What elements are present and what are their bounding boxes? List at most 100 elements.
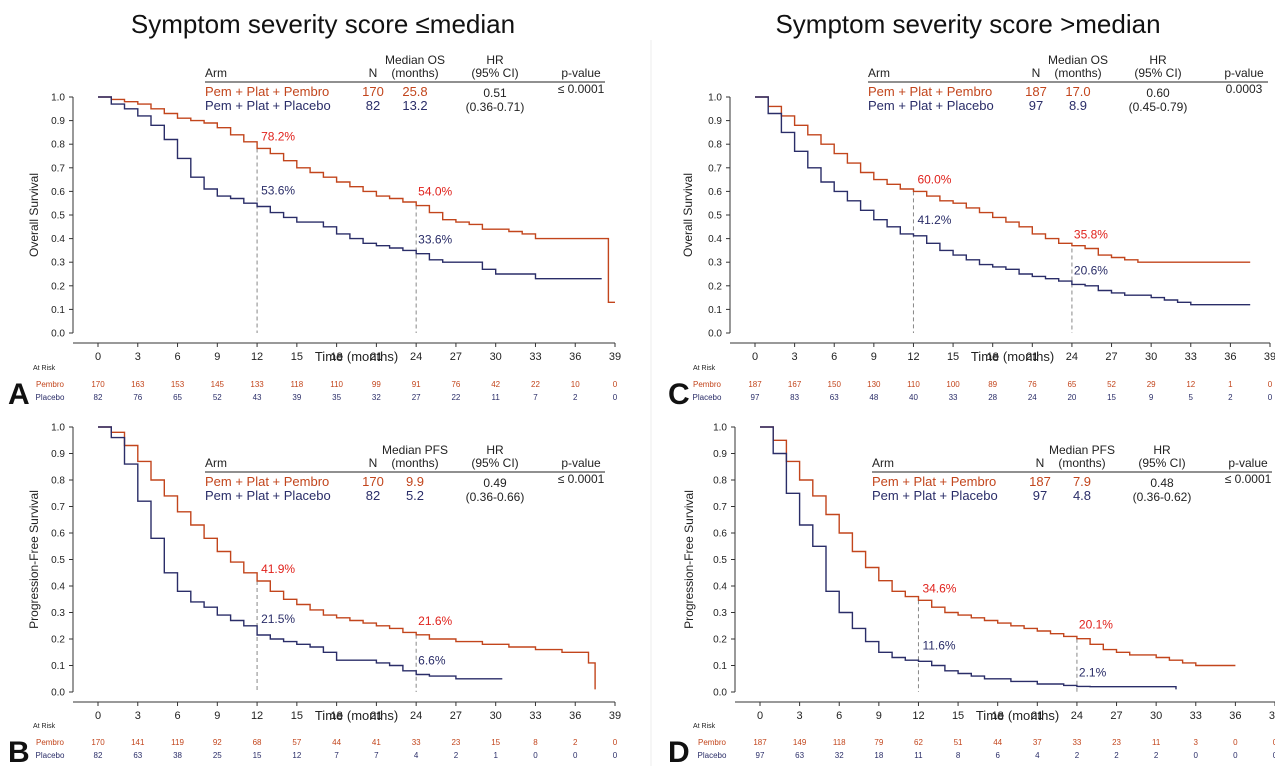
y-tick-label: 0.3 — [708, 258, 722, 269]
y-axis-title: Overall Survival — [681, 173, 695, 257]
at-risk-placebo-value: 32 — [372, 393, 381, 402]
at-risk-pembro-value: 118 — [833, 738, 846, 747]
table-row-arm: Pem + Plat + Pembro — [868, 84, 992, 99]
series-pembro-line — [755, 96, 1251, 263]
series-pembro-line — [98, 96, 615, 303]
y-tick-label: 0.1 — [713, 661, 727, 672]
at-risk-placebo-value: 2 — [454, 751, 459, 760]
x-tick-label: 24 — [410, 710, 422, 722]
table-header-ci: (95% CI) — [1134, 66, 1181, 80]
table-ci-value: (0.36-0.71) — [466, 100, 525, 114]
at-risk-placebo-value: 32 — [835, 751, 844, 760]
at-risk-placebo-value: 1 — [493, 751, 498, 760]
x-tick-label: 9 — [876, 710, 882, 722]
at-risk-pembro-value: 79 — [874, 738, 883, 747]
at-risk-placebo-value: 48 — [869, 393, 878, 402]
table-hr-value: 0.48 — [1150, 476, 1174, 490]
header-right: Symptom severity score >median — [775, 9, 1160, 39]
at-risk-placebo-value: 83 — [790, 393, 799, 402]
x-tick-label: 15 — [947, 351, 959, 363]
table-header-median-unit: (months) — [1054, 66, 1101, 80]
at-risk-pembro-value: 187 — [753, 738, 767, 747]
table-header-ci: (95% CI) — [471, 66, 518, 80]
table-header-pvalue: p-value — [1228, 456, 1268, 470]
at-risk-placebo-value: 2 — [573, 393, 578, 402]
at-risk-pembro-value: 91 — [412, 380, 421, 389]
at-risk-placebo-value: 0 — [1233, 751, 1238, 760]
table-header-arm: Arm — [205, 66, 227, 80]
at-risk-pembro-value: 12 — [1186, 380, 1195, 389]
at-risk-pembro-value: 167 — [788, 380, 802, 389]
at-risk-placebo-value: 12 — [292, 751, 301, 760]
table-ci-value: (0.45-0.79) — [1129, 100, 1188, 114]
panel-c: 0.00.10.20.30.40.50.60.70.80.91.00 3 6 9 12 1… — [668, 53, 1275, 411]
at-risk-placebo-label: Placebo — [693, 393, 722, 402]
at-risk-pembro-value: 10 — [571, 380, 580, 389]
table-row-arm: Pem + Plat + Pembro — [205, 474, 329, 489]
x-tick-label: 21 — [370, 351, 382, 363]
table-row-arm: Pem + Plat + Placebo — [205, 488, 331, 503]
at-risk-pembro-value: 110 — [907, 380, 920, 389]
at-risk-placebo-value: 25 — [213, 751, 222, 760]
table-row-n: 187 — [1025, 84, 1047, 99]
label-pembro-24m: 35.8% — [1074, 228, 1108, 242]
table-row-n: 170 — [362, 84, 384, 99]
x-tick-label: 27 — [450, 710, 462, 722]
x-tick-label: 30 — [1145, 351, 1157, 363]
x-tick-label: 3 — [135, 351, 141, 363]
at-risk-placebo-value: 38 — [173, 751, 182, 760]
x-tick-label: 39 — [1264, 351, 1275, 363]
table-header-n: N — [369, 456, 378, 470]
x-tick-label: 0 — [757, 710, 763, 722]
y-tick-label: 0.7 — [51, 163, 65, 174]
table-header-arm: Arm — [868, 66, 890, 80]
y-tick-label: 0.8 — [51, 140, 65, 151]
x-tick-label: 39 — [609, 710, 621, 722]
at-risk-placebo-value: 9 — [1149, 393, 1154, 402]
at-risk-placebo-value: 11 — [492, 393, 501, 402]
at-risk-title: At Risk — [33, 365, 56, 372]
x-tick-label: 33 — [1190, 710, 1202, 722]
panel-letter: A — [8, 378, 30, 411]
table-header-arm: Arm — [205, 456, 227, 470]
x-tick-label: 21 — [1031, 710, 1043, 722]
x-tick-label: 15 — [952, 710, 964, 722]
at-risk-pembro-value: 0 — [1268, 380, 1273, 389]
at-risk-pembro-value: 110 — [330, 380, 343, 389]
y-tick-label: 0.4 — [51, 582, 65, 593]
label-placebo-12m: 21.5% — [261, 612, 295, 626]
at-risk-pembro-value: 15 — [491, 738, 500, 747]
y-tick-label: 0.9 — [51, 449, 65, 460]
x-tick-label: 12 — [907, 351, 919, 363]
at-risk-placebo-value: 5 — [1189, 393, 1194, 402]
at-risk-pembro-value: 44 — [332, 738, 341, 747]
x-tick-label: 33 — [1185, 351, 1197, 363]
series-pembro-line — [98, 426, 596, 690]
table-header-median-unit: (months) — [1058, 456, 1105, 470]
x-tick-label: 12 — [251, 710, 263, 722]
x-tick-label: 9 — [871, 351, 877, 363]
x-tick-label: 33 — [529, 351, 541, 363]
at-risk-placebo-value: 7 — [533, 393, 538, 402]
at-risk-pembro-value: 8 — [533, 738, 538, 747]
x-tick-label: 6 — [174, 351, 180, 363]
at-risk-pembro-value: 133 — [250, 380, 264, 389]
at-risk-placebo-value: 2 — [1228, 393, 1233, 402]
at-risk-pembro-value: 99 — [372, 380, 381, 389]
at-risk-pembro-label: Pembro — [698, 738, 727, 747]
at-risk-placebo-value: 52 — [213, 393, 222, 402]
x-tick-label: 9 — [214, 351, 220, 363]
x-tick-label: 33 — [529, 710, 541, 722]
label-pembro-24m: 20.1% — [1079, 618, 1113, 632]
table-header-ci: (95% CI) — [471, 456, 518, 470]
table-header-hr: HR — [486, 53, 504, 67]
label-pembro-12m: 41.9% — [261, 562, 295, 576]
label-placebo-12m: 41.2% — [917, 213, 951, 227]
at-risk-placebo-value: 97 — [751, 393, 760, 402]
y-tick-label: 0.1 — [51, 661, 65, 672]
table-header-n: N — [1036, 456, 1045, 470]
series-placebo-line — [760, 426, 1177, 690]
table-p-value: ≤ 0.0001 — [558, 82, 605, 96]
at-risk-pembro-value: 44 — [993, 738, 1002, 747]
at-risk-pembro-value: 130 — [867, 380, 881, 389]
